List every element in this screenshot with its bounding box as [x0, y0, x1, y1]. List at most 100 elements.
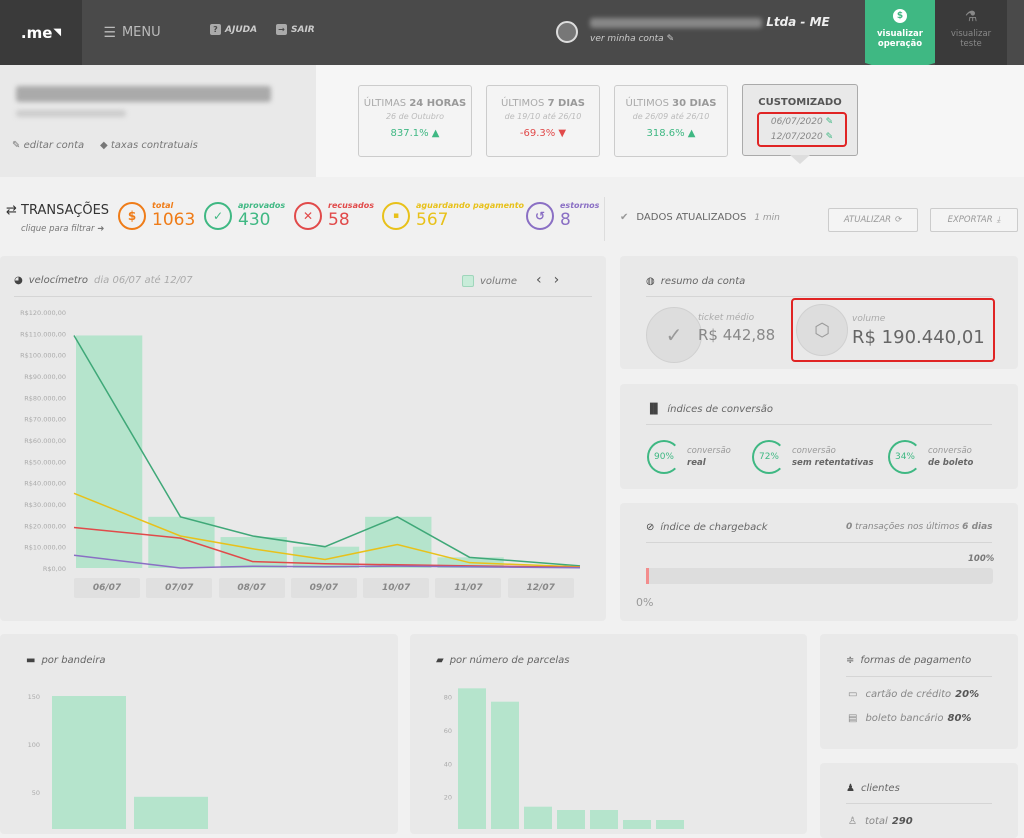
period-7d[interactable]: ÚLTIMOS 7 DIAS de 19/10 até 26/10 -69.3%… — [486, 85, 600, 157]
chargeback-mid-text: transações nos últimos — [855, 522, 960, 532]
view-operation-l1: visualizar — [876, 29, 923, 39]
x-tick-label[interactable]: 08/07 — [218, 578, 285, 598]
x-tick-label[interactable]: 12/07 — [507, 578, 574, 598]
menu-label: MENU — [121, 25, 161, 40]
period-24h[interactable]: ÚLTIMAS 24 HORAS 26 de Outubro 837.1% ▲ — [358, 85, 472, 157]
x-tick-label[interactable]: 07/07 — [146, 578, 213, 598]
divider — [14, 296, 592, 297]
chargeback-bar-fill — [646, 568, 649, 584]
clients-total: ♙ total 290 — [848, 816, 913, 827]
x-tick-label[interactable]: 06/07 — [74, 578, 140, 598]
see-account-link[interactable]: ver minha conta ✎ — [590, 34, 674, 44]
stat-refused[interactable]: ✕ recusados 58 — [294, 201, 374, 230]
y-tick-label: 20 — [444, 794, 452, 802]
logo-text: .me — [20, 23, 53, 42]
stat-pending[interactable]: ▪ aguardando pagamento 567 — [382, 201, 524, 230]
avatar[interactable] — [556, 21, 578, 43]
period-30d[interactable]: ÚLTIMOS 30 DIAS de 26/09 até 26/10 318.6… — [614, 85, 728, 157]
custom-start[interactable]: 06/07/2020 ✎ — [759, 117, 845, 127]
speedometer-title: ◕ velocímetro dia 06/07 até 12/07 — [14, 275, 193, 286]
x-tick-label[interactable]: 11/07 — [435, 578, 502, 598]
logo[interactable]: .me ◥ — [0, 0, 82, 65]
brand-bar — [52, 696, 126, 829]
y-tick-label: R$120.000,00 — [20, 309, 66, 317]
volume-label: volume — [852, 314, 886, 324]
period-custom[interactable]: CUSTOMIZADO 06/07/2020 ✎ 12/07/2020 ✎ — [742, 84, 858, 156]
clients-title-text: clientes — [860, 783, 900, 794]
chargeback-bar — [646, 568, 993, 584]
volume-value: R$ 190.440,01 — [852, 327, 985, 348]
period-title-bold: 7 DIAS — [547, 98, 585, 109]
y-tick-label: R$60.000,00 — [24, 437, 66, 445]
chargeback-days: 6 dias — [962, 522, 993, 532]
stat-refunds[interactable]: ↺ estornos 8 — [526, 201, 599, 230]
conversion-real: 90% conversão real — [647, 440, 731, 474]
export-label: EXPORTAR — [947, 215, 993, 225]
divider — [646, 424, 992, 425]
divider — [846, 676, 992, 677]
check-icon: ✓ — [204, 201, 232, 230]
help-link[interactable]: ? AJUDA — [210, 24, 257, 35]
ticket-label: ticket médio — [698, 313, 755, 323]
custom-end-date: 12/07/2020 — [770, 132, 823, 142]
chevron-right-icon[interactable]: › — [553, 272, 572, 288]
volume-toggle[interactable]: volume — [462, 275, 517, 287]
menu-button[interactable]: ☰ MENU — [82, 0, 182, 65]
chargeback-panel — [620, 503, 1018, 621]
y-tick-label: R$110.000,00 — [20, 330, 66, 338]
download-icon: ⤓ — [996, 215, 1001, 225]
divider — [604, 197, 605, 241]
stat-total[interactable]: $ total 1063 — [118, 201, 195, 230]
exit-link[interactable]: → SAIR — [276, 24, 315, 35]
refresh-button[interactable]: ATUALIZAR ⟳ — [828, 208, 918, 232]
chargeback-summary: 0 transações nos últimos 6 dias — [846, 522, 993, 532]
close-icon: ✕ — [294, 201, 322, 230]
summary-title: ◍ resumo da conta — [646, 276, 745, 287]
ticket-value: R$ 442,88 — [698, 326, 776, 344]
speedometer-range: dia 06/07 até 12/07 — [94, 275, 193, 286]
stat-approved[interactable]: ✓ aprovados 430 — [204, 201, 285, 230]
custom-end[interactable]: 12/07/2020 ✎ — [759, 132, 845, 142]
data-updated: ✔ DADOS ATUALIZADOS 1 min — [620, 212, 780, 223]
by-brand-chart: 150 100 50 — [28, 693, 208, 829]
clients-total-label: total — [864, 816, 888, 827]
chargeback-count: 0 — [846, 522, 853, 532]
period-title-bold: 30 DIAS — [672, 98, 717, 109]
volume-checkbox[interactable] — [462, 275, 474, 287]
exit-icon: → — [276, 24, 287, 35]
by-brand-title-text: por bandeira — [41, 655, 106, 666]
x-tick-label[interactable]: 10/07 — [363, 578, 430, 598]
period-value: 837.1% ▲ — [390, 128, 440, 139]
conversion-ring: 90% — [647, 440, 681, 474]
view-operation-button[interactable]: $ visualizar operação — [865, 0, 935, 74]
y-tick-label: R$10.000,00 — [24, 544, 66, 552]
divider — [646, 542, 992, 543]
user-icon: ♙ — [848, 816, 857, 827]
edit-account-label: editar conta — [23, 140, 85, 151]
payment-value: 20% — [955, 689, 980, 700]
view-test-button[interactable]: ⚗ visualizar teste — [935, 0, 1007, 65]
contract-fees-link[interactable]: ◆ taxas contratuais — [100, 140, 198, 151]
volume-bar — [148, 516, 215, 568]
series-line — [73, 526, 581, 569]
conversion-title-text: índices de conversão — [667, 404, 773, 415]
cube-icon: ⬡ — [796, 304, 848, 356]
chevron-left-icon[interactable]: ‹ — [536, 272, 554, 288]
installment-bar — [590, 810, 618, 829]
stat-label: recusados — [328, 201, 374, 210]
company-subtitle — [16, 110, 126, 117]
payment-methods-title-text: formas de pagamento — [860, 655, 972, 666]
globe-icon: ◍ — [646, 276, 655, 287]
help-label: AJUDA — [225, 24, 258, 35]
by-installments-title: ▰ por número de parcelas — [436, 655, 569, 666]
edit-account-link[interactable]: ✎ editar conta — [12, 140, 85, 151]
help-icon: ? — [210, 24, 221, 35]
conversion-title: ▐▌ índices de conversão — [646, 404, 773, 415]
see-account-label: ver minha conta — [590, 34, 664, 44]
clients-title: ♟ clientes — [846, 783, 900, 794]
conversion-label: conversão — [792, 446, 836, 456]
gauge-icon: ◕ — [14, 275, 23, 286]
y-tick-label: R$70.000,00 — [24, 416, 66, 424]
export-button[interactable]: EXPORTAR ⤓ — [930, 208, 1018, 232]
x-tick-label[interactable]: 09/07 — [290, 578, 357, 598]
